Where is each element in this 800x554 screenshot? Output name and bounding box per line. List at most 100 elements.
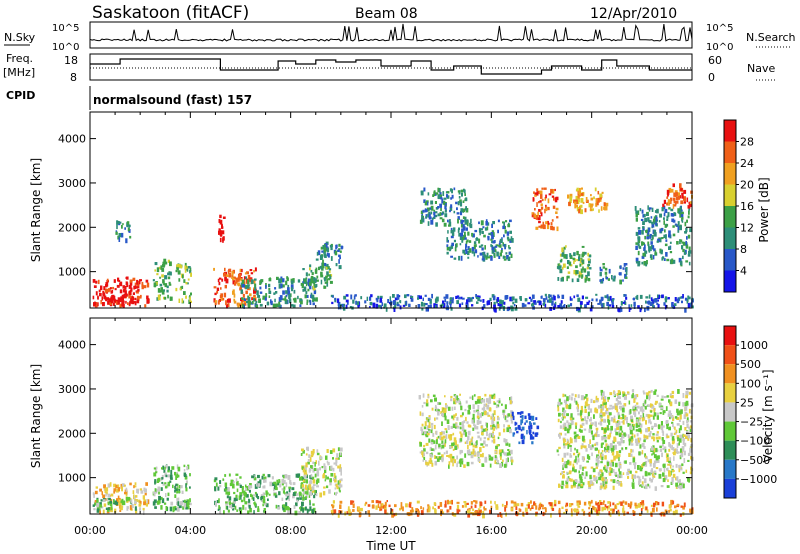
heatmap-cell	[669, 413, 673, 416]
heatmap-cell	[586, 397, 589, 402]
heatmap-cell	[435, 211, 438, 214]
heatmap-cell	[683, 442, 687, 447]
heatmap-cell	[656, 415, 659, 420]
heatmap-cell	[273, 292, 276, 295]
heatmap-cell	[427, 213, 430, 218]
heatmap-cell	[451, 242, 454, 247]
heatmap-cell	[611, 451, 615, 456]
heatmap-cell	[680, 188, 683, 191]
heatmap-cell	[652, 305, 655, 309]
heatmap-cell	[648, 390, 651, 394]
heatmap-cell	[140, 490, 144, 494]
heatmap-cell	[441, 212, 443, 216]
heatmap-cell	[397, 294, 400, 300]
heatmap-cell	[601, 469, 603, 473]
heatmap-cell	[450, 255, 453, 258]
heatmap-cell	[183, 291, 186, 295]
heatmap-cell	[597, 455, 601, 459]
heatmap-cell	[213, 298, 216, 303]
heatmap-cell	[314, 269, 318, 274]
heatmap-cell	[567, 425, 570, 429]
heatmap-cell	[475, 500, 478, 504]
heatmap-cell	[672, 500, 675, 505]
heatmap-cell	[133, 285, 136, 290]
heatmap-cell	[561, 247, 564, 253]
heatmap-cell	[240, 499, 244, 503]
heatmap-cell	[160, 287, 163, 292]
heatmap-cell	[668, 462, 672, 466]
heatmap-cell	[129, 505, 133, 510]
heatmap-cell	[315, 283, 318, 287]
sky-right-tick-top: 10^5	[706, 23, 733, 34]
heatmap-cell	[465, 206, 467, 211]
heatmap-cell	[124, 290, 127, 294]
heatmap-cell	[443, 222, 447, 227]
heatmap-cell	[433, 303, 436, 308]
heatmap-cell	[441, 412, 444, 417]
heatmap-cell	[479, 252, 483, 256]
heatmap-cell	[323, 486, 326, 489]
heatmap-cell	[467, 246, 470, 251]
heatmap-cell	[425, 402, 429, 407]
heatmap-cell	[476, 452, 480, 457]
heatmap-cell	[328, 278, 331, 281]
heatmap-cell	[570, 298, 573, 301]
heatmap-cell	[337, 465, 340, 469]
heatmap-cell	[186, 502, 189, 507]
heatmap-cell	[466, 421, 469, 424]
heatmap-cell	[660, 421, 663, 426]
heatmap-cell	[299, 476, 302, 481]
heatmap-cell	[316, 449, 319, 453]
heatmap-cell	[133, 301, 136, 304]
heatmap-cell	[307, 446, 309, 452]
heatmap-cell	[561, 253, 564, 257]
heatmap-cell	[541, 187, 544, 190]
heatmap-cell	[254, 278, 257, 281]
heatmap-cell	[223, 510, 225, 515]
heatmap-cell	[687, 302, 690, 308]
heatmap-cell	[460, 405, 463, 411]
heatmap-cell	[313, 283, 315, 287]
heatmap-cell	[662, 463, 666, 469]
heatmap-cell	[315, 493, 318, 497]
heatmap-cell	[639, 467, 643, 472]
heatmap-cell	[638, 480, 641, 486]
heatmap-cell	[466, 239, 469, 243]
heatmap-cell	[619, 474, 623, 479]
heatmap-cell	[305, 472, 308, 477]
heatmap-cell	[272, 303, 276, 309]
heatmap-cell	[519, 296, 522, 300]
heatmap-cell	[176, 473, 179, 478]
heatmap-cell	[330, 256, 333, 261]
heatmap-cell	[460, 438, 463, 442]
colorbar-tick-label: 1000	[740, 339, 768, 352]
heatmap-cell	[644, 217, 647, 223]
heatmap-cell	[605, 202, 609, 207]
colorbar-segment	[724, 120, 736, 142]
heatmap-cell	[675, 509, 678, 515]
heatmap-cell	[487, 300, 491, 305]
heatmap-cell	[588, 277, 591, 282]
heatmap-cell	[656, 240, 659, 243]
heatmap-cell	[460, 296, 463, 300]
heatmap-cell	[577, 394, 580, 399]
heatmap-cell	[531, 441, 534, 445]
heatmap-cell	[642, 214, 645, 218]
heatmap-cell	[427, 462, 430, 466]
heatmap-cell	[292, 278, 295, 283]
heatmap-cell	[685, 260, 689, 263]
heatmap-cell	[532, 431, 535, 435]
heatmap-cell	[331, 301, 334, 305]
heatmap-cell	[458, 227, 460, 231]
heatmap-cell	[335, 263, 338, 267]
heatmap-cell	[620, 501, 623, 506]
heatmap-cell	[664, 208, 668, 213]
heatmap-cell	[303, 474, 307, 479]
heatmap-cell	[145, 279, 149, 283]
heatmap-cell	[466, 510, 469, 513]
heatmap-cell	[658, 402, 661, 407]
heatmap-cell	[667, 297, 670, 300]
heatmap-cell	[566, 428, 570, 434]
heatmap-cell	[559, 512, 561, 518]
heatmap-cell	[290, 293, 292, 298]
